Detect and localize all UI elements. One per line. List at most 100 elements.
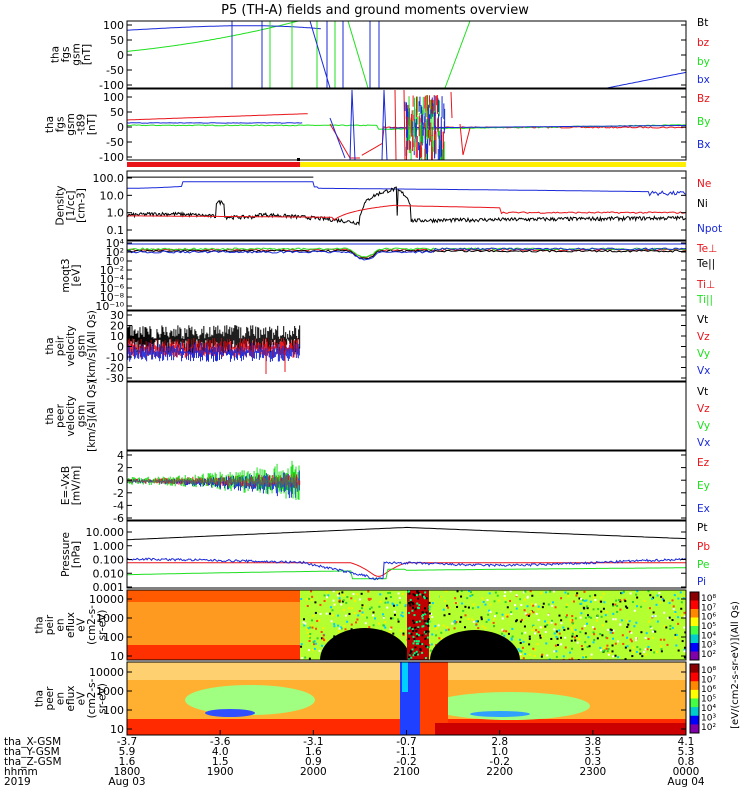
p9-speck-107: [525, 613, 528, 616]
p9-speck-779: [519, 655, 522, 658]
p9-speck-155: [589, 595, 592, 598]
p9-speck-455: [600, 600, 603, 603]
p9-speck-313: [402, 633, 405, 636]
p9-speck-795: [434, 625, 437, 628]
p9-speck-227: [636, 646, 639, 649]
p9-speck-744: [626, 645, 629, 648]
p9-speck-724: [338, 599, 341, 602]
p6-legend-1: Vz: [697, 403, 710, 415]
p9-speck-55: [578, 638, 581, 641]
p8-series-Pi: [127, 557, 686, 581]
p9-center-speck-81: [411, 609, 414, 612]
p9-speck-95: [528, 613, 531, 616]
p9-center-speck-108: [410, 649, 413, 652]
p9-speck-878: [514, 604, 517, 607]
p9-center-speck-112: [424, 631, 427, 634]
p9-speck-208: [333, 635, 336, 638]
p9-speck-775: [649, 625, 652, 628]
p9-speck-173: [442, 608, 445, 611]
p9-speck-65: [320, 637, 323, 640]
p9-speck-252: [593, 596, 596, 599]
p9-speck-429: [601, 634, 604, 637]
p9-speck-635: [308, 639, 311, 642]
xaxis-col-5-row-1: 3.5: [584, 746, 601, 758]
p9-speck-665: [609, 628, 612, 631]
p9-speck-228: [583, 599, 586, 602]
p9-speck-591: [496, 594, 499, 597]
p9-speck-536: [560, 597, 563, 600]
p9-speck-731: [404, 604, 407, 607]
p9-speck-437: [668, 601, 671, 604]
xaxis-col-4-row-0: 2.8: [491, 736, 508, 748]
p9-speck-842: [602, 607, 605, 610]
p9-speck-14: [568, 658, 571, 660]
p9-speck-30: [567, 592, 570, 595]
p9-center-speck-113: [425, 622, 428, 625]
p9-speck-756: [532, 647, 535, 650]
p9-center-speck-106: [409, 652, 412, 655]
p9-speck-293: [401, 613, 404, 616]
p9-speck-848: [515, 620, 518, 623]
p9-speck-185: [342, 594, 345, 597]
mode-bar-yellow: [300, 162, 686, 167]
p9-speck-119: [339, 626, 342, 629]
p9-speck-606: [308, 657, 311, 660]
p9-speck-434: [654, 630, 657, 633]
p9-speck-626: [502, 635, 505, 638]
p9-blob-1: [320, 628, 410, 660]
p9-speck-189: [527, 614, 530, 617]
xaxis-col-2-row-3: 2000: [300, 766, 327, 778]
cb1-seg-1: [690, 600, 699, 610]
p9-speck-361: [509, 590, 512, 593]
p9-speck-56: [565, 616, 568, 619]
p10-ylabel-line-6: sr-eV): [97, 683, 109, 714]
p9-center-speck-76: [422, 594, 425, 597]
p9-speck-860: [629, 649, 632, 652]
p9-speck-428: [466, 597, 469, 600]
p9-speck-21: [519, 653, 522, 656]
p9-speck-467: [584, 632, 587, 635]
p9-speck-782: [540, 655, 543, 658]
p6-legend-2: Vy: [697, 420, 710, 432]
p9-speck-508: [586, 614, 589, 617]
p9-speck-13: [448, 612, 451, 615]
p9-speck-498: [644, 636, 647, 639]
p9-speck-843: [614, 618, 617, 621]
p9-speck-204: [331, 609, 334, 612]
p9-speck-651: [475, 623, 478, 626]
p9-speck-278: [537, 605, 540, 608]
p9-center-speck-61: [415, 621, 418, 624]
p9-speck-599: [477, 627, 480, 630]
p9-center-speck-23: [413, 640, 416, 643]
p9-speck-695: [384, 601, 387, 604]
p9-speck-357: [442, 624, 445, 627]
p1-ytick-label-4: -100: [99, 79, 124, 92]
p9-speck-476: [668, 616, 671, 619]
p9-center-speck-117: [421, 625, 424, 628]
p9-speck-374: [683, 649, 686, 652]
p9-speck-433: [556, 637, 559, 640]
p9-speck-180: [357, 614, 360, 617]
p9-speck-617: [610, 629, 613, 632]
p9-speck-169: [572, 623, 575, 626]
p9-speck-277: [562, 626, 565, 629]
p1-ytick-label-0: 100: [103, 19, 124, 32]
p9-center-speck-114: [414, 608, 417, 611]
p9-speck-7: [332, 599, 335, 602]
p9-speck-222: [622, 590, 625, 593]
xaxis-col-4-row-3: 2200: [486, 766, 513, 778]
p9-center-speck-83: [426, 636, 429, 639]
p9-speck-857: [556, 643, 559, 646]
cb1-tick-2: 10⁶: [701, 613, 716, 623]
p9-speck-504: [481, 625, 484, 628]
p9-speck-825: [671, 626, 674, 629]
p9-speck-704: [600, 615, 603, 618]
p9-speck-543: [333, 625, 336, 628]
p9-center-speck-10: [412, 593, 415, 596]
p9-speck-578: [529, 590, 532, 593]
p9-speck-526: [504, 613, 507, 616]
p9-speck-486: [576, 592, 579, 595]
p7-ylabel: E=-VxB[mV/m]: [60, 466, 83, 505]
p9-speck-701: [313, 643, 316, 646]
